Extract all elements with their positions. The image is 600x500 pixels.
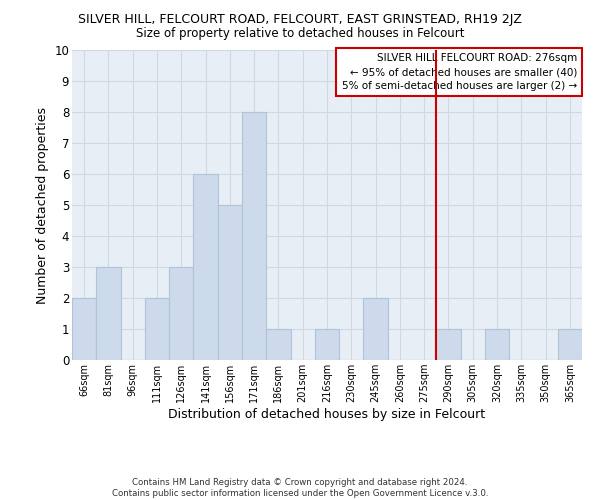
- Text: Contains HM Land Registry data © Crown copyright and database right 2024.
Contai: Contains HM Land Registry data © Crown c…: [112, 478, 488, 498]
- Bar: [558, 329, 582, 360]
- Text: SILVER HILL FELCOURT ROAD: 276sqm
← 95% of detached houses are smaller (40)
5% o: SILVER HILL FELCOURT ROAD: 276sqm ← 95% …: [341, 53, 577, 91]
- X-axis label: Distribution of detached houses by size in Felcourt: Distribution of detached houses by size …: [169, 408, 485, 421]
- Bar: [436, 329, 461, 360]
- Bar: [96, 267, 121, 360]
- Bar: [169, 267, 193, 360]
- Bar: [145, 298, 169, 360]
- Bar: [485, 329, 509, 360]
- Bar: [266, 329, 290, 360]
- Bar: [72, 298, 96, 360]
- Bar: [218, 205, 242, 360]
- Bar: [364, 298, 388, 360]
- Bar: [315, 329, 339, 360]
- Text: SILVER HILL, FELCOURT ROAD, FELCOURT, EAST GRINSTEAD, RH19 2JZ: SILVER HILL, FELCOURT ROAD, FELCOURT, EA…: [78, 12, 522, 26]
- Bar: [242, 112, 266, 360]
- Bar: [193, 174, 218, 360]
- Y-axis label: Number of detached properties: Number of detached properties: [36, 106, 49, 304]
- Text: Size of property relative to detached houses in Felcourt: Size of property relative to detached ho…: [136, 28, 464, 40]
